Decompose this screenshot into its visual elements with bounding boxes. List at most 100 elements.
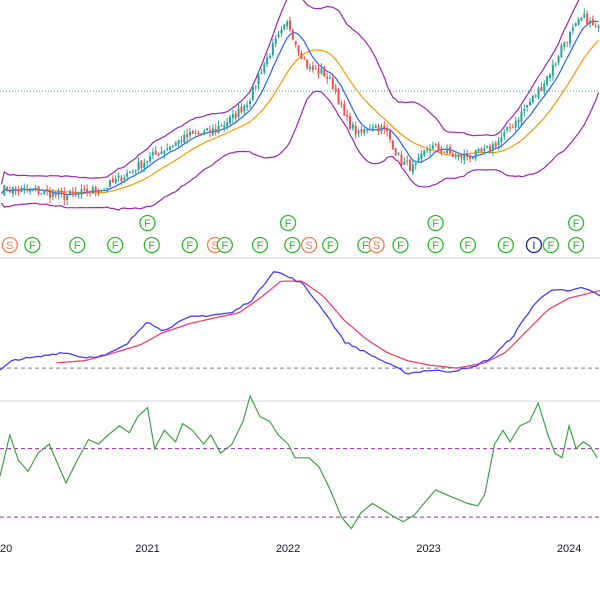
candle-body [160,151,163,155]
event-marker-label: F [186,240,193,252]
candle-body [400,154,403,166]
candle-body [97,190,100,193]
candle-body [334,87,337,92]
event-marker-circle [251,236,269,254]
x-tick-label: 2024 [557,543,581,555]
candle-body [186,134,189,138]
candle-body [457,155,460,158]
candle-body [91,187,94,194]
event-marker-circle [567,236,585,254]
candle-body [229,117,231,124]
event-marker-label: S [211,240,218,252]
candle-body [366,129,369,131]
candle-body [574,22,577,26]
candle-body [277,33,280,37]
sma-slow-line [0,39,600,195]
candle-body [423,150,426,156]
candle-body [303,57,306,59]
candle-body [509,127,511,129]
candle-body [69,191,71,194]
event-marker-label: F [29,240,36,252]
event-marker-f: F [139,214,156,232]
candle-body [326,77,329,79]
event-marker-label: S [373,240,380,252]
event-marker-label: F [573,218,580,230]
candle-body [463,154,466,161]
candle-body [206,128,209,131]
candle-body [126,173,129,177]
candle-body [251,85,254,100]
event-marker-f: F [284,236,301,254]
candle-body [131,170,134,172]
event-marker-label: F [74,240,81,252]
macd-pane [0,271,600,402]
candle-body [54,193,57,196]
rsi-pane [0,394,600,530]
candle-body [369,128,371,130]
bollinger-lower-line [0,90,600,211]
candle-body [237,108,240,117]
candle-body [480,148,483,152]
candle-body [194,132,197,134]
event-marker-label: F [547,240,554,252]
candle-body [143,162,146,169]
candle-body [94,187,97,192]
candle-body [531,95,534,103]
candle-body [500,137,503,143]
candle-body [117,175,120,178]
candle-body [523,109,526,112]
candle-body [100,190,103,192]
candle-body [491,144,494,152]
candle-body [77,193,80,195]
candle-body [360,129,363,133]
event-marker-label: F [432,218,439,230]
candle-body [460,155,463,159]
candle-body [243,105,246,112]
candle-body [469,155,471,159]
event-marker-circle [181,236,198,254]
macd-line [0,271,600,375]
candle-body [437,144,440,151]
candle-body [86,189,89,194]
candle-body [349,116,351,129]
candle-body [343,103,346,116]
candle-body [340,103,343,105]
candle-body [49,191,51,198]
candle-body [17,189,20,192]
candle-body [449,147,451,154]
candle-body [209,130,211,133]
candle-body [446,149,449,154]
event-marker-f: F [392,236,409,254]
candle-body [537,88,540,98]
event-marker-circle [427,214,444,232]
candle-body [374,125,377,128]
candle-body [280,29,283,34]
candle-body [214,128,217,131]
event-marker-label: F [573,240,580,252]
x-axis: 20 2021 2022 2023 2024 [0,543,581,555]
candle-body [586,13,589,26]
candle-body [283,24,286,30]
candle-body [517,119,520,123]
sma-fast-line [0,20,599,196]
candle-body [169,146,171,150]
event-marker-circle [525,236,543,254]
event-marker-f: F [181,236,198,254]
candle-body [386,128,389,132]
candle-body [394,148,397,155]
event-marker-circle [143,236,160,254]
candle-body [383,126,386,129]
candle-body [20,187,23,192]
event-marker-label: F [289,240,296,252]
candle-body [106,188,109,190]
candle-body [514,121,517,128]
candle-body [354,126,357,135]
candle-body [60,191,63,194]
candle-body [83,188,86,190]
event-marker-label: F [221,240,228,252]
event-marker-f: F [542,236,559,254]
event-marker-label: F [112,240,119,252]
event-marker-label: F [148,240,155,252]
candle-body [557,56,560,63]
event-marker-s: S [368,236,385,254]
